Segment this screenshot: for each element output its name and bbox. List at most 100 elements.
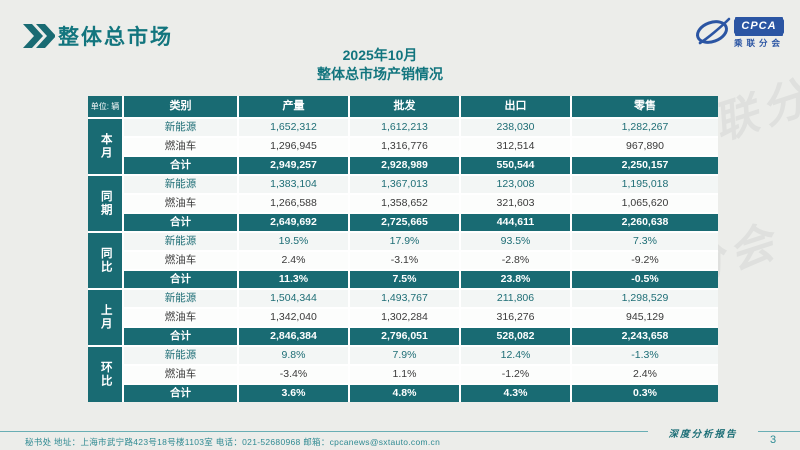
value-cell: 1,652,312 (239, 119, 348, 136)
value-cell: 1,296,945 (239, 138, 348, 155)
table-title-line2: 整体总市场产销情况 (317, 66, 443, 82)
double-chevron-icon (23, 24, 55, 48)
value-cell: 550,544 (461, 157, 570, 174)
cpca-wordmark: CPCA (734, 19, 784, 34)
value-cell: 1,504,344 (239, 290, 348, 307)
category-cell: 燃油车 (124, 252, 237, 269)
value-cell: 123,008 (461, 176, 570, 193)
value-cell: 12.4% (461, 347, 570, 364)
value-cell: 2,846,384 (239, 328, 348, 345)
row-group-label: 上月 (88, 290, 122, 345)
value-cell: 312,514 (461, 138, 570, 155)
table-title-line1: 2025年10月 (342, 47, 418, 63)
value-cell: 1,298,529 (572, 290, 718, 307)
value-cell: 2,928,989 (350, 157, 459, 174)
value-cell: 2,250,157 (572, 157, 718, 174)
value-cell: 1.1% (350, 366, 459, 383)
cpca-logo: CPCA 乘联分会 (692, 16, 784, 50)
category-cell: 合计 (124, 271, 237, 288)
footer-contact: 秘书处 地址：上海市武宁路423号18号楼1103室 电话：021-526809… (25, 437, 441, 447)
value-cell: 4.8% (350, 385, 459, 402)
column-header: 出口 (461, 96, 570, 117)
value-cell: 1,282,267 (572, 119, 718, 136)
value-cell: 2.4% (572, 366, 718, 383)
value-cell: 967,890 (572, 138, 718, 155)
value-cell: 2,725,665 (350, 214, 459, 231)
row-group-label: 本月 (88, 119, 122, 174)
column-header: 产量 (239, 96, 348, 117)
value-cell: 1,195,018 (572, 176, 718, 193)
category-cell: 合计 (124, 157, 237, 174)
category-cell: 新能源 (124, 119, 237, 136)
value-cell: 2.4% (239, 252, 348, 269)
value-cell: 2,260,638 (572, 214, 718, 231)
category-cell: 燃油车 (124, 309, 237, 326)
category-cell: 燃油车 (124, 366, 237, 383)
value-cell: 2,949,257 (239, 157, 348, 174)
value-cell: 2,243,658 (572, 328, 718, 345)
value-cell: 7.9% (350, 347, 459, 364)
value-cell: -1.2% (461, 366, 570, 383)
value-cell: -1.3% (572, 347, 718, 364)
value-cell: 444,611 (461, 214, 570, 231)
value-cell: 1,493,767 (350, 290, 459, 307)
category-cell: 合计 (124, 385, 237, 402)
category-cell: 新能源 (124, 347, 237, 364)
value-cell: 0.3% (572, 385, 718, 402)
value-cell: 1,266,588 (239, 195, 348, 212)
report-type-label: 深度分析报告 (648, 424, 758, 442)
column-header: 零售 (572, 96, 718, 117)
footer-divider (0, 431, 800, 432)
row-group-label: 同期 (88, 176, 122, 231)
category-cell: 新能源 (124, 290, 237, 307)
unit-label: 单位: 辆 (88, 96, 122, 117)
value-cell: 2,649,692 (239, 214, 348, 231)
value-cell: 23.8% (461, 271, 570, 288)
value-cell: 1,316,776 (350, 138, 459, 155)
page-number: 3 (770, 434, 777, 446)
value-cell: 1,367,013 (350, 176, 459, 193)
value-cell: 1,065,620 (572, 195, 718, 212)
category-cell: 燃油车 (124, 138, 237, 155)
row-group-label: 同比 (88, 233, 122, 288)
value-cell: 7.3% (572, 233, 718, 250)
value-cell: 19.5% (239, 233, 348, 250)
cpca-subtext: 乘联分会 (733, 38, 784, 48)
row-group-label: 环比 (88, 347, 122, 402)
value-cell: 1,358,652 (350, 195, 459, 212)
value-cell: 11.3% (239, 271, 348, 288)
value-cell: -2.8% (461, 252, 570, 269)
value-cell: 1,342,040 (239, 309, 348, 326)
value-cell: 1,302,284 (350, 309, 459, 326)
value-cell: 3.6% (239, 385, 348, 402)
value-cell: 17.9% (350, 233, 459, 250)
value-cell: 93.5% (461, 233, 570, 250)
value-cell: -0.5% (572, 271, 718, 288)
category-cell: 新能源 (124, 233, 237, 250)
value-cell: 1,612,213 (350, 119, 459, 136)
column-header: 批发 (350, 96, 459, 117)
category-cell: 新能源 (124, 176, 237, 193)
value-cell: -3.1% (350, 252, 459, 269)
value-cell: 7.5% (350, 271, 459, 288)
value-cell: 238,030 (461, 119, 570, 136)
value-cell: 211,806 (461, 290, 570, 307)
value-cell: 528,082 (461, 328, 570, 345)
value-cell: 1,383,104 (239, 176, 348, 193)
page-title: 整体总市场 (58, 26, 173, 49)
market-table: 单位: 辆类别 产量 批发 出口 零售 本月 新能源 1,652,312 1,612,213 23… (88, 96, 718, 402)
value-cell: -3.4% (239, 366, 348, 383)
category-cell: 合计 (124, 328, 237, 345)
cpca-oval-icon (696, 17, 731, 45)
value-cell: 9.8% (239, 347, 348, 364)
category-cell: 燃油车 (124, 195, 237, 212)
value-cell: 316,276 (461, 309, 570, 326)
value-cell: 945,129 (572, 309, 718, 326)
category-cell: 合计 (124, 214, 237, 231)
value-cell: 321,603 (461, 195, 570, 212)
value-cell: 2,796,051 (350, 328, 459, 345)
value-cell: -9.2% (572, 252, 718, 269)
column-header: 类别 (124, 96, 237, 117)
table-title: 2025年10月 整体总市场产销情况 (80, 46, 680, 84)
